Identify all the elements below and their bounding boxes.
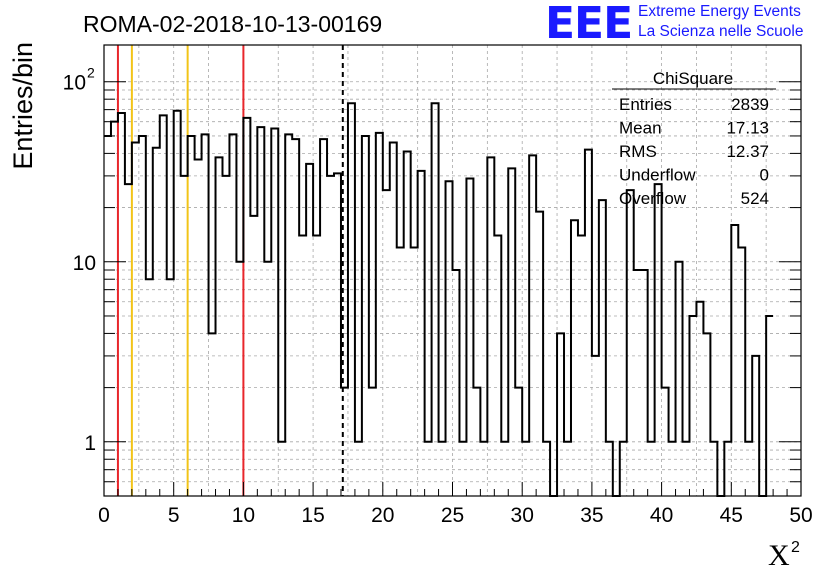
y-tick-label: 1 <box>84 432 96 455</box>
run-title: ROMA-02-2018-10-13-00169 <box>83 11 382 37</box>
stats-row-label: Entries <box>619 95 672 114</box>
x-tick-label: 20 <box>371 504 394 527</box>
x-tick-label: 45 <box>720 504 743 527</box>
stats-row-value: 17.13 <box>726 119 769 138</box>
stats-row-value: 524 <box>741 189 769 208</box>
y-axis-label: Entries/bin <box>8 42 38 170</box>
x-axis-label: X 2 <box>768 539 800 572</box>
x-tick-label: 10 <box>232 504 255 527</box>
stats-box-title: ChiSquare <box>653 69 733 88</box>
stats-box: ChiSquare Entries 2839 Mean 17.13 RMS 12.37 Un… <box>612 69 776 208</box>
y-tick-label-exponent: 2 <box>87 65 95 81</box>
x-axis-label-superscript: 2 <box>791 539 800 556</box>
logo-line-2: La Scienza nelle Scuole <box>638 23 804 40</box>
x-tick-label: 35 <box>580 504 603 527</box>
histogram-line <box>104 102 774 497</box>
x-tick-label: 30 <box>511 504 534 527</box>
x-tick-label: 0 <box>98 504 110 527</box>
stats-box-rows: Entries 2839 Mean 17.13 RMS 12.37 Underflow 0 Ov… <box>619 95 769 208</box>
stats-row-label: Underflow <box>619 166 696 185</box>
x-tick-label: 15 <box>301 504 324 527</box>
stats-row-label: RMS <box>619 142 657 161</box>
x-tick-label: 25 <box>441 504 464 527</box>
vertical-markers <box>116 45 344 496</box>
eee-logo: EEE <box>545 0 633 49</box>
stats-row-label: Mean <box>619 119 662 138</box>
stats-row-value: 2839 <box>731 95 769 114</box>
eee-logo-text: Extreme Energy Events La Scienza nelle S… <box>638 2 803 42</box>
x-tick-label: 5 <box>168 504 180 527</box>
grid-lines <box>104 45 801 497</box>
axis-ticks <box>103 81 802 497</box>
x-tick-label: 50 <box>789 504 812 527</box>
stats-row-value: 12.37 <box>726 142 769 161</box>
stats-row-value: 0 <box>760 166 769 185</box>
x-axis-label-text: X <box>768 539 790 572</box>
y-tick-label: 10 <box>73 252 96 275</box>
y-tick-label: 10 <box>63 72 86 95</box>
stats-row-label: Overflow <box>619 189 687 208</box>
x-tick-labels: 0 5 10 15 20 25 30 35 40 45 50 <box>98 504 813 527</box>
logo-line-1: Extreme Energy Events <box>638 3 801 20</box>
histogram-series <box>104 102 774 497</box>
x-tick-label: 40 <box>650 504 673 527</box>
